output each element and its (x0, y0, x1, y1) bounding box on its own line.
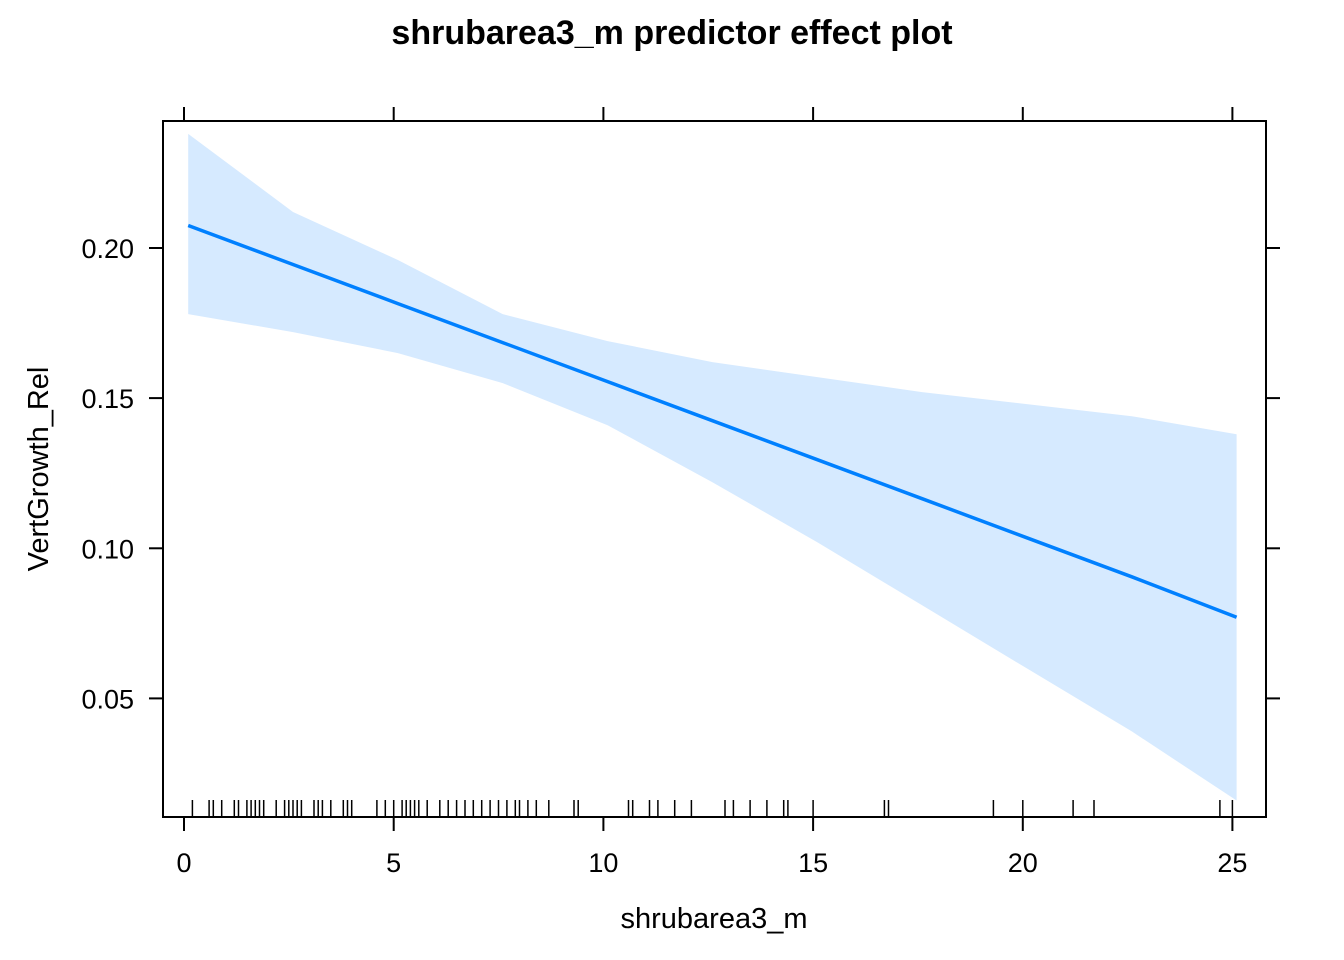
x-tick-label: 5 (386, 848, 401, 878)
y-tick-label: 0.05 (81, 684, 134, 714)
x-axis-label: shrubarea3_m (621, 903, 808, 935)
confidence-band-layer (188, 133, 1237, 801)
y-tick-label: 0.10 (81, 534, 134, 564)
x-tick-label: 20 (1008, 848, 1038, 878)
y-axis-label: VertGrowth_Rel (23, 367, 55, 572)
y-tick-label: 0.20 (81, 234, 134, 264)
x-tick-label: 15 (798, 848, 828, 878)
x-tick-label: 25 (1217, 848, 1247, 878)
confidence-band (188, 133, 1237, 801)
x-axis: 0 5 10 15 20 25 (176, 107, 1247, 878)
chart-title: shrubarea3_m predictor effect plot (391, 14, 952, 52)
y-axis: 0.05 0.10 0.15 0.20 (81, 234, 1280, 714)
y-tick-label: 0.15 (81, 384, 134, 414)
fit-line-layer (187, 223, 1238, 619)
x-tick-label: 10 (588, 848, 618, 878)
fit-line (187, 223, 1238, 619)
plot-frame (162, 120, 1267, 818)
rug-layer (191, 800, 1234, 817)
x-tick-label: 0 (176, 848, 191, 878)
